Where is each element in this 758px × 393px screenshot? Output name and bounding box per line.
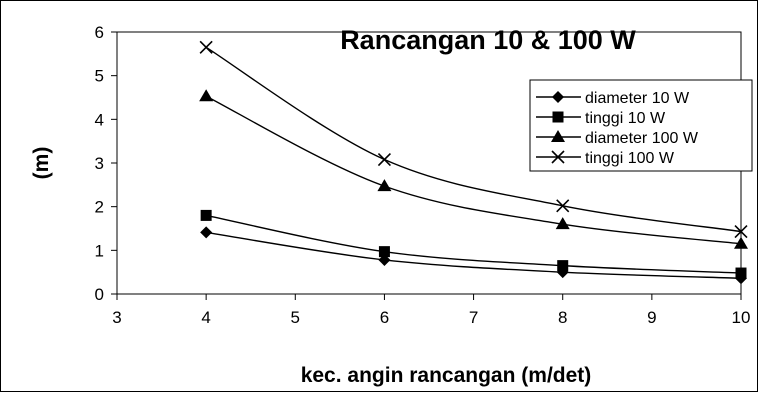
marker-stroke (377, 152, 391, 167)
data-point (555, 217, 570, 230)
data-point (377, 152, 391, 167)
series-line (206, 231, 742, 279)
marker-stroke (199, 40, 213, 54)
x-tick-label: 4 (201, 308, 210, 327)
data-point (735, 267, 747, 279)
legend-label: tinggi 100 W (585, 150, 675, 167)
x-tick-label: 6 (380, 308, 389, 327)
legend-marker (552, 111, 564, 123)
series-line (205, 46, 742, 233)
x-tick-label: 8 (558, 308, 567, 327)
y-tick-label: 5 (95, 67, 104, 86)
legend-marker (551, 150, 565, 164)
legend-label: tinggi 10 W (585, 110, 666, 127)
data-point (199, 89, 214, 102)
legend-box (529, 79, 753, 172)
data-point (200, 209, 212, 221)
data-point (734, 236, 748, 249)
series-line (205, 95, 742, 245)
series-line (206, 214, 742, 274)
x-tick-label: 3 (112, 308, 121, 327)
data-point (200, 226, 213, 239)
y-tick-label: 2 (95, 198, 104, 217)
legend-marker (551, 130, 565, 142)
x-tick-label: 7 (469, 308, 478, 327)
series-group (199, 40, 748, 285)
marker-stroke (734, 224, 748, 239)
data-point (377, 179, 392, 192)
y-tick-label: 4 (95, 110, 104, 129)
y-axis: 0 1 2 3 4 5 6 (95, 23, 117, 304)
y-axis-title: (m) (30, 147, 53, 180)
x-tick-label: 5 (291, 308, 300, 327)
data-point (378, 246, 390, 258)
legend-marker (552, 91, 564, 103)
data-point (734, 224, 748, 239)
data-point (556, 199, 570, 213)
x-tick-label: 9 (647, 308, 656, 327)
legend-label: diameter 10 W (585, 90, 690, 107)
x-tick-label: 10 (732, 308, 751, 327)
marker-stroke (551, 150, 565, 164)
y-tick-label: 0 (95, 285, 104, 304)
legend-label: diameter 100 W (585, 130, 699, 147)
y-tick-label: 1 (95, 241, 104, 260)
legend: diameter 10 W tinggi 10 W diameter 100 W ti… (529, 79, 753, 172)
x-axis-title: kec. angin rancangan (m/det) (301, 364, 592, 387)
marker-stroke (556, 199, 570, 213)
data-point (557, 260, 569, 272)
x-axis: 3 4 5 6 7 8 9 10 (112, 294, 750, 327)
data-point (199, 40, 213, 54)
chart-title: Rancangan 10 & 100 W (340, 25, 636, 55)
y-tick-label: 6 (95, 23, 104, 42)
y-tick-label: 3 (95, 154, 104, 173)
